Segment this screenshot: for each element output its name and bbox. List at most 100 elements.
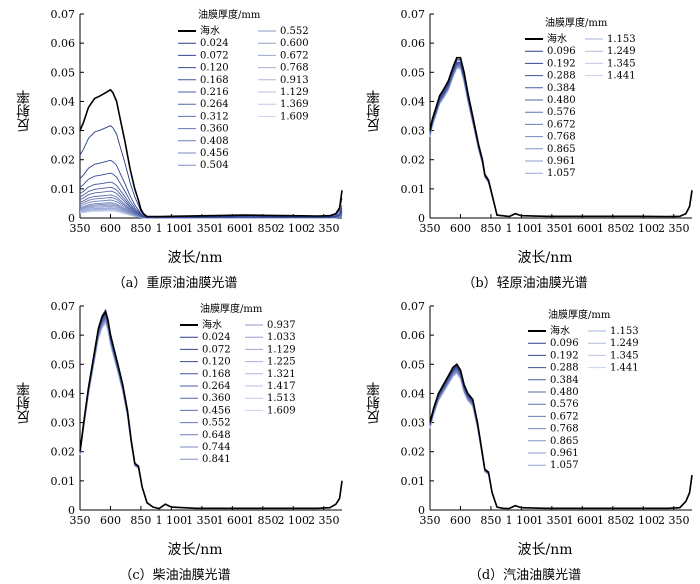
legend-entry: 0.024 <box>200 38 229 49</box>
legend-entry: 0.384 <box>547 83 576 94</box>
y-tick-label: 0.01 <box>51 475 76 488</box>
caption: （d）汽油油膜光谱 <box>468 568 582 583</box>
legend-entry: 1.057 <box>550 460 579 471</box>
x-tick-label: 1 850 <box>597 514 629 527</box>
legend-entry: 0.576 <box>550 399 579 410</box>
legend-entry: 0.120 <box>200 63 229 74</box>
legend-entry: 0.192 <box>550 350 579 361</box>
legend-entry: 0.288 <box>547 71 576 82</box>
x-tick-label: 2 100 <box>628 222 660 235</box>
legend-entry: 1.129 <box>280 87 309 98</box>
legend-entry: 1.513 <box>267 393 296 404</box>
legend-entry: 0.865 <box>550 436 579 447</box>
legend-entry: 1.345 <box>607 58 636 69</box>
legend-entry: 0.552 <box>280 26 309 37</box>
legend-entry: 0.648 <box>202 430 231 441</box>
legend-entry: 1.441 <box>610 363 639 374</box>
x-tick-label: 1 100 <box>156 514 188 527</box>
legend-entry: 0.961 <box>547 156 576 167</box>
legend-entry: 0.384 <box>550 375 579 386</box>
x-tick-label: 1 850 <box>247 222 279 235</box>
x-axis-label: 波长/nm <box>167 250 223 266</box>
x-tick-label: 2 100 <box>628 514 660 527</box>
legend-title: 油膜厚度/mm <box>545 16 608 29</box>
chart-b: 0 0.01 0.02 0.03 0.04 0.05 0.06 0.07 350 600 850 1 … <box>401 8 693 235</box>
x-tick-label: 1 600 <box>217 222 249 235</box>
x-tick-label: 2 350 <box>308 514 340 527</box>
legend-entry: 0.744 <box>202 442 231 453</box>
legend-entry: 0.504 <box>200 160 229 171</box>
x-tick-label: 350 <box>420 514 441 527</box>
y-tick-label: 0.01 <box>401 183 426 196</box>
legend-entry: 1.225 <box>267 357 296 368</box>
x-tick-label: 1 350 <box>186 514 218 527</box>
x-tick-label: 1 600 <box>567 514 599 527</box>
y-tick-label: 0.04 <box>401 387 426 400</box>
legend-entry: 0.096 <box>547 46 576 57</box>
x-tick-label: 850 <box>130 222 151 235</box>
legend-entry: 0.456 <box>200 148 229 159</box>
legend-entry: 0.072 <box>200 50 229 61</box>
y-tick-label: 0.01 <box>51 183 76 196</box>
x-tick-label: 1 350 <box>186 222 218 235</box>
series-line <box>79 309 343 510</box>
legend-entry: 0.600 <box>280 38 309 49</box>
legend-entry: 1.129 <box>267 344 296 355</box>
legend-entry: 0.672 <box>550 411 579 422</box>
series-line <box>79 88 343 218</box>
legend-entry: 0.096 <box>550 338 579 349</box>
x-tick-label: 350 <box>420 222 441 235</box>
legend-entry: 1.153 <box>607 34 636 45</box>
panel-d: 0 0.01 0.02 0.03 0.04 0.05 0.06 0.07 350 600 850 1 … <box>350 292 700 584</box>
x-tick-label: 1 600 <box>567 222 599 235</box>
legend-entry: 0.937 <box>267 320 296 331</box>
y-tick-label: 0.05 <box>51 66 76 79</box>
legend-entry: 0.480 <box>547 95 576 106</box>
y-axis-label: 反射率 <box>16 382 32 424</box>
y-tick-label: 0.05 <box>51 358 76 371</box>
x-tick-label: 850 <box>480 514 501 527</box>
caption: （a）重原油油膜光谱 <box>112 276 238 291</box>
y-tick-label: 0.05 <box>401 358 426 371</box>
y-tick-label: 0.03 <box>51 125 76 138</box>
legend-entry: 0.408 <box>200 136 229 147</box>
legend-entry: 1.033 <box>267 332 296 343</box>
legend-entry: 0.192 <box>547 58 576 69</box>
legend-entry: 海水 <box>550 324 570 337</box>
legend-title: 油膜厚度/mm <box>548 308 611 321</box>
y-tick-label: 0.03 <box>401 417 426 430</box>
y-tick-label: 0 <box>418 212 425 225</box>
y-tick-label: 0.06 <box>401 37 426 50</box>
y-axis-label: 反射率 <box>16 90 32 132</box>
x-tick-label: 1 100 <box>506 514 538 527</box>
legend-title: 油膜厚度/mm <box>200 302 263 315</box>
legend-entry: 1.057 <box>547 168 576 179</box>
x-tick-label: 350 <box>70 222 91 235</box>
chart-d: 0 0.01 0.02 0.03 0.04 0.05 0.06 0.07 350 600 850 1 … <box>401 300 693 527</box>
x-axis-label: 波长/nm <box>167 542 223 558</box>
legend-entry: 海水 <box>547 32 567 45</box>
legend-entry: 0.264 <box>202 381 231 392</box>
x-tick-label: 1 850 <box>247 514 279 527</box>
legend-entry: 海水 <box>202 318 222 331</box>
legend-entry: 0.456 <box>202 405 231 416</box>
legend-entry: 0.168 <box>200 75 229 86</box>
legend-entry: 1.321 <box>267 369 296 380</box>
y-tick-label: 0.06 <box>51 329 76 342</box>
y-tick-label: 0.07 <box>51 300 76 313</box>
x-tick-label: 2 100 <box>278 514 310 527</box>
legend-entry: 1.369 <box>280 99 309 110</box>
legend-entry: 0.120 <box>202 357 231 368</box>
legend-entry: 0.360 <box>202 393 231 404</box>
series-line <box>79 190 343 219</box>
y-tick-label: 0.05 <box>401 66 426 79</box>
y-tick-label: 0.04 <box>51 95 76 108</box>
legend-title: 油膜厚度/mm <box>198 8 261 21</box>
legend-entry: 1.609 <box>267 405 296 416</box>
legend-entry: 0.672 <box>547 119 576 130</box>
legend-entry: 0.841 <box>202 454 231 465</box>
y-tick-label: 0.03 <box>401 125 426 138</box>
legend-entry: 0.288 <box>550 363 579 374</box>
legend-entry: 0.552 <box>202 418 231 429</box>
x-tick-label: 1 600 <box>217 514 249 527</box>
